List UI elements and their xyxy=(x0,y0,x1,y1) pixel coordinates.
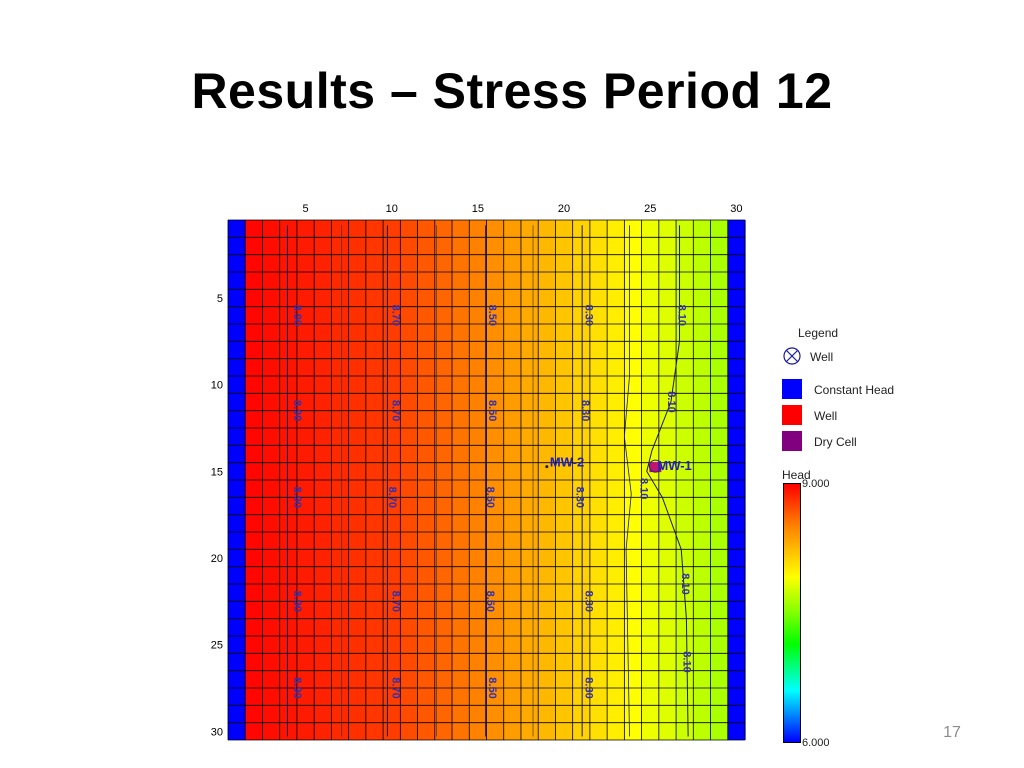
dry-cell-swatch xyxy=(782,431,802,451)
head-colorbar xyxy=(783,483,801,743)
contour-label: 8.90 xyxy=(291,305,303,326)
legend-title: Legend xyxy=(798,326,839,340)
colorbar-min-label: 6.000 xyxy=(802,737,830,749)
head-contour-line xyxy=(623,225,632,737)
contour-label: 8.90 xyxy=(291,400,303,421)
well-label: MW-2 xyxy=(550,455,584,470)
column-tick-label: 5 xyxy=(302,203,308,215)
row-tick-label: 20 xyxy=(211,553,223,565)
contour-label: 8.70 xyxy=(389,305,401,326)
contour-label: 8.10 xyxy=(665,391,677,412)
legend-item-constant-head: Constant Head xyxy=(780,379,920,401)
column-tick-label: 30 xyxy=(730,203,742,215)
column-tick-label: 20 xyxy=(558,203,570,215)
row-tick-label: 10 xyxy=(211,380,223,392)
legend-label-well: Well xyxy=(814,409,838,423)
contour-label: 8.10 xyxy=(637,478,649,499)
row-tick-label: 15 xyxy=(211,466,223,478)
column-tick-label: 25 xyxy=(644,203,656,215)
contour-label: 8.70 xyxy=(389,400,401,421)
row-tick-label: 5 xyxy=(217,293,223,305)
contour-label: 8.50 xyxy=(484,591,496,612)
row-tick-label: 25 xyxy=(211,640,223,652)
legend-label-well-symbol: Well xyxy=(810,350,834,364)
contour-label: 8.70 xyxy=(386,487,398,508)
row-tick-label: 30 xyxy=(211,726,223,738)
contour-label: 8.90 xyxy=(291,487,303,508)
legend: Legend Well Constant Head Well Dry Cell … xyxy=(780,326,920,756)
constant-head-swatch xyxy=(782,379,802,399)
legend-item-well-symbol: Well xyxy=(780,346,920,368)
slide-title: Results – Stress Period 12 xyxy=(191,63,833,119)
colorbar-title: Head xyxy=(782,468,811,482)
legend-label-dry-cell: Dry Cell xyxy=(814,435,857,449)
head-cells xyxy=(228,220,746,740)
legend-label-constant-head: Constant Head xyxy=(814,383,895,397)
column-tick-label: 10 xyxy=(386,203,398,215)
column-tick-label: 15 xyxy=(472,203,484,215)
contour-label: 8.10 xyxy=(679,573,691,594)
grid-ticks: 5 10 15 20 25 30 5 10 15 20 25 30 xyxy=(211,203,743,738)
well-label: MW-1 xyxy=(657,458,691,473)
dry-cell-marker xyxy=(649,462,662,473)
contour-label: 8.30 xyxy=(579,400,591,421)
contour-label: 8.10 xyxy=(675,305,687,326)
contour-label: 8.70 xyxy=(389,677,401,698)
contour-label: 8.90 xyxy=(291,677,303,698)
page-number: 17 xyxy=(943,724,961,741)
contour-label: 8.30 xyxy=(582,591,594,612)
well-symbol-icon xyxy=(648,459,662,473)
contour-label: 8.50 xyxy=(486,677,498,698)
model-gridlines xyxy=(227,219,746,741)
contour-label: 8.50 xyxy=(486,400,498,421)
contour-label: 8.30 xyxy=(574,487,586,508)
head-contour-line xyxy=(646,225,689,737)
contour-label: 8.70 xyxy=(389,591,401,612)
contour-labels: 8.90 8.70 8.50 8.30 8.10 8.90 8.70 8.50 8.30 8.10… xyxy=(291,305,692,699)
contour-label: 8.10 xyxy=(681,651,693,672)
colorbar-max-label: 9.000 xyxy=(802,478,830,490)
legend-item-dry-cell: Dry Cell xyxy=(780,431,920,453)
well-swatch xyxy=(782,405,802,425)
contour-label: 8.30 xyxy=(582,305,594,326)
wells: MW-1 MW-2 xyxy=(545,455,692,473)
head-contours xyxy=(286,225,689,737)
legend-item-well: Well xyxy=(780,405,920,427)
contour-label: 8.30 xyxy=(582,677,594,698)
contour-label: 8.50 xyxy=(484,487,496,508)
contour-label: 8.50 xyxy=(486,305,498,326)
well-point-icon xyxy=(545,465,549,469)
well-symbol-icon xyxy=(782,346,802,366)
contour-label: 8.90 xyxy=(291,591,303,612)
